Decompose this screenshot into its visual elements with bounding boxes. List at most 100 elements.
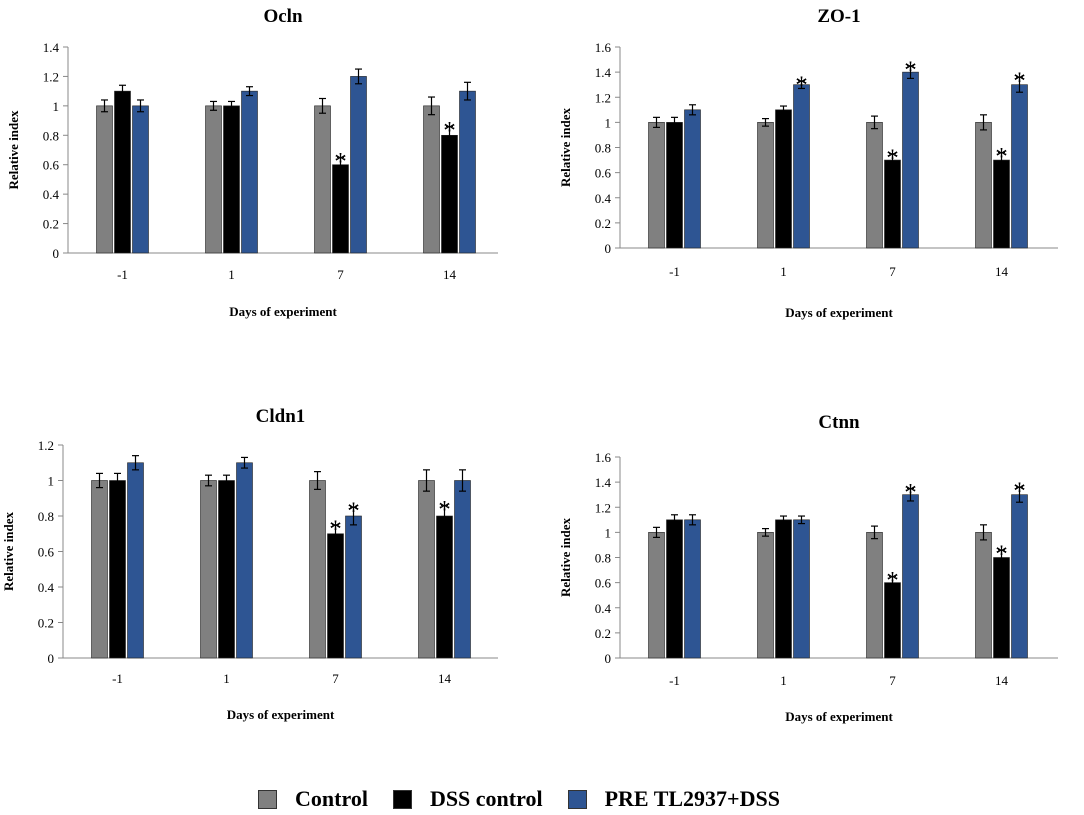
y-tick-label: 1.6: [595, 450, 612, 465]
bar-control-day7: [314, 105, 331, 254]
y-tick-label: 0.4: [43, 187, 60, 202]
error-bar: [889, 575, 896, 590]
chart-title: Cldn1: [256, 406, 306, 427]
significance-star: *: [904, 57, 917, 84]
y-tick-label: 0.6: [43, 158, 60, 173]
chart-title: Ctnn: [818, 412, 860, 433]
bar-dss-control-day1: [666, 122, 683, 249]
bar-dss-control-day1: [109, 480, 126, 659]
significance-star: *: [329, 516, 342, 543]
error-bar: [762, 118, 769, 127]
x-axis-title: Days of experiment: [785, 709, 893, 724]
bar-pre-tl2937-dss-day1: [684, 519, 701, 659]
error-bar: [871, 115, 878, 130]
y-tick-label: 0: [605, 651, 612, 666]
bar-control-day14: [975, 532, 992, 659]
error-bar: [1016, 76, 1023, 93]
chart-title: ZO-1: [817, 6, 860, 27]
error-bar: [132, 455, 139, 471]
bar-control-day14: [975, 122, 992, 249]
chart-svg-cldn1: Cldn1 0 0.2 0.4 0.6 0.8 1 1.2 Relative index -1 1 *…: [1, 406, 498, 722]
error-bar: [780, 515, 787, 525]
error-bar: [762, 528, 769, 537]
y-tick-label: 1.4: [595, 475, 612, 490]
y-tick-label: 0: [48, 651, 55, 666]
error-bar: [459, 469, 466, 492]
x-tick-label: 7: [337, 267, 344, 282]
y-tick-label: 0.6: [595, 576, 612, 591]
error-bar: [780, 105, 787, 115]
bar-pre-tl2937-dss-day14: [1011, 84, 1028, 249]
y-tick-label: 1.2: [595, 500, 611, 515]
significance-star: *: [795, 72, 808, 99]
significance-star: *: [1013, 478, 1026, 505]
y-tick-label: 1: [53, 99, 60, 114]
bar-dss-control-day14: [436, 515, 453, 659]
error-bar: [114, 472, 121, 489]
y-tick-label: 1.6: [595, 40, 612, 55]
bar-dss-control-day7: [327, 533, 344, 659]
x-tick-label: 14: [995, 673, 1009, 688]
x-tick-label: 1: [780, 264, 787, 279]
legend-label-control: Control: [295, 786, 368, 811]
error-bar: [355, 68, 362, 85]
error-bar: [423, 469, 430, 492]
error-bar: [119, 84, 126, 98]
x-tick-label: -1: [117, 267, 128, 282]
significance-star: *: [438, 496, 451, 523]
y-tick-label: 0.2: [38, 616, 54, 631]
error-bar: [998, 151, 1005, 169]
x-tick-label: 14: [443, 267, 457, 282]
bar-control-day14: [418, 480, 435, 659]
y-tick-label: 0: [605, 241, 612, 256]
significance-star: *: [995, 541, 1008, 568]
x-tick-label: 1: [780, 673, 787, 688]
bar-pre-tl2937-dss-day1: [793, 84, 810, 249]
bar-control-day1: [648, 532, 665, 659]
significance-star: *: [334, 148, 347, 175]
bar-dss-control-day1: [775, 519, 792, 659]
x-tick-label: -1: [669, 673, 680, 688]
bar-pre-tl2937-dss-day7: [345, 515, 362, 659]
x-tick-label: -1: [112, 671, 123, 686]
legend-swatch-control: [258, 789, 277, 809]
bar-pre-tl2937-dss-day7: [350, 76, 367, 254]
error-bar: [205, 474, 212, 487]
y-tick-label: 0.8: [38, 509, 54, 524]
significance-star: *: [1013, 68, 1026, 95]
chart-svg-zo-1: ZO-1 0 0.2 0.4 0.6 0.8 1 1.2 1.4 1.6 Relative inde…: [558, 6, 1058, 320]
significance-star: *: [443, 117, 456, 144]
x-tick-label: 7: [889, 264, 896, 279]
error-bar: [96, 472, 103, 489]
error-bar: [907, 65, 914, 80]
bar-dss-control-day1: [114, 90, 131, 254]
bar-control-day7: [866, 532, 883, 659]
legend: Control DSS control PRE TL2937+DSS: [258, 784, 805, 814]
bar-dss-control-day14: [993, 557, 1010, 659]
y-tick-label: 1: [605, 115, 612, 130]
y-tick-label: 1.2: [43, 69, 59, 84]
error-bar: [101, 99, 108, 113]
x-tick-label: 14: [438, 671, 452, 686]
y-tick-label: 0.6: [595, 166, 612, 181]
chart-title: Ocln: [263, 6, 302, 27]
bar-control-day1: [648, 122, 665, 249]
y-axis-title: Relative index: [560, 107, 573, 187]
y-tick-label: 0.4: [38, 580, 55, 595]
significance-star: *: [886, 145, 899, 172]
bar-pre-tl2937-dss-day7: [902, 71, 919, 249]
x-tick-label: 1: [228, 267, 235, 282]
significance-star: *: [995, 144, 1008, 171]
error-bar: [1016, 486, 1023, 503]
error-bar: [350, 506, 357, 526]
error-bar: [337, 156, 344, 173]
y-tick-label: 0.2: [595, 216, 611, 231]
error-bar: [446, 125, 453, 145]
error-bar: [998, 549, 1005, 566]
error-bar: [871, 525, 878, 540]
error-bar: [223, 474, 230, 487]
chart-svg-ctnn: Ctnn 0 0.2 0.4 0.6 0.8 1 1.2 1.4 1.6 Relative inde…: [558, 412, 1058, 724]
error-bar: [319, 97, 326, 114]
y-tick-label: 1: [605, 525, 612, 540]
legend-item-control: Control: [258, 786, 368, 812]
